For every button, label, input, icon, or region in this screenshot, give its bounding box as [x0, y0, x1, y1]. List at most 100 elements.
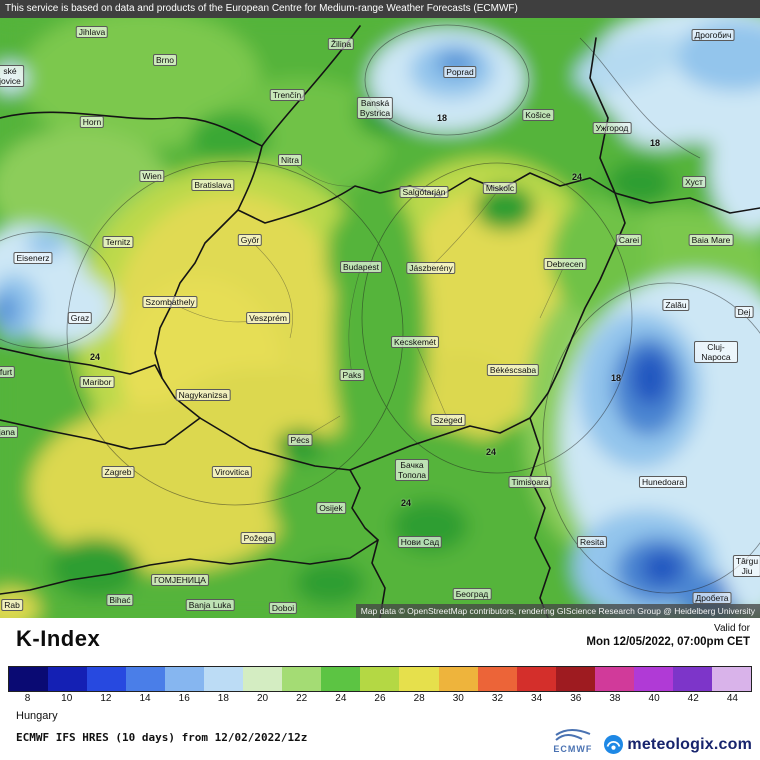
city-label: Békéscsaba [486, 364, 540, 376]
city-label: Paks [339, 369, 365, 381]
city-label: Miskolc [482, 182, 518, 194]
city-label: Београд [452, 588, 492, 600]
scale-swatch [516, 667, 556, 691]
ecmwf-icon [555, 729, 591, 741]
city-label: Doboi [268, 602, 298, 614]
city-label: Ужгород [592, 122, 632, 134]
city-label: Нови Сад [397, 536, 443, 548]
valid-time-block: Valid for Mon 12/05/2022, 07:00pm CET [586, 623, 750, 648]
scale-number: 38 [609, 693, 621, 704]
city-label: Salgótarján [399, 186, 449, 198]
city-label: furt [0, 366, 16, 378]
city-label: Graz [67, 312, 93, 324]
meteologix-label: meteologix.com [627, 735, 752, 753]
city-label: ГОМЈЕНИЦА [151, 574, 209, 586]
city-label: Хуст [682, 176, 706, 188]
city-label: Budapest [340, 261, 382, 273]
city-label: Timisoara [508, 476, 552, 488]
scale-number: 22 [296, 693, 308, 704]
city-label: Košice [522, 109, 554, 121]
city-label: Carei [615, 234, 643, 246]
city-label: Požega [240, 532, 276, 544]
scale-number: 40 [648, 693, 660, 704]
region-label: Hungary [16, 710, 58, 722]
scale-number: 14 [139, 693, 151, 704]
meteologix-logo[interactable]: meteologix.com [604, 735, 752, 754]
city-label: Horn [79, 116, 105, 128]
city-label: Maribor [79, 376, 115, 388]
city-label: Hunedoara [638, 476, 688, 488]
scale-swatch [399, 667, 439, 691]
scale-number: 26 [374, 693, 386, 704]
scale-number: 36 [570, 693, 582, 704]
map-field-svg [0, 18, 760, 618]
city-label: Rab [1, 599, 23, 611]
city-label: Győr [237, 234, 263, 246]
city-label: Nitra [278, 154, 302, 166]
scale-number: 16 [178, 693, 190, 704]
city-label: Žilina [327, 38, 355, 50]
scale-swatch [48, 667, 88, 691]
contour-label: 18 [436, 113, 448, 123]
scale-swatch [126, 667, 166, 691]
city-label: Eisenerz [13, 252, 53, 264]
valid-time: Mon 12/05/2022, 07:00pm CET [586, 636, 750, 648]
city-label: Banská Bystrica [356, 97, 394, 119]
scale-number: 24 [335, 693, 347, 704]
scale-swatch [555, 667, 595, 691]
city-label: Kecskemét [390, 336, 440, 348]
scale-swatch [633, 667, 673, 691]
city-label: Brno [153, 54, 177, 66]
city-label: Trenčín [269, 89, 305, 101]
scale-swatch [477, 667, 517, 691]
city-label: ljana [0, 426, 18, 438]
city-label: Zagreb [101, 466, 135, 478]
scale-swatch [594, 667, 634, 691]
city-label: Pécs [287, 434, 313, 446]
city-label: Jászberény [406, 262, 456, 274]
city-label: Szeged [430, 414, 466, 426]
contour-label: 24 [400, 498, 412, 508]
city-label: Bihać [106, 594, 134, 606]
city-label: Veszprém [246, 312, 290, 324]
city-label: Bratislava [191, 179, 235, 191]
contour-label: 18 [649, 138, 661, 148]
branding-block: ECMWF meteologix.com [553, 727, 752, 754]
city-label: Virovitica [211, 466, 253, 478]
scale-swatch [711, 667, 751, 691]
city-label: Dej [734, 306, 754, 318]
weather-map: 18 24 18 24 18 24 24 Jihlava Brno ské jovice Žili… [0, 18, 760, 618]
city-label: Jihlava [75, 26, 109, 38]
scale-number: 32 [491, 693, 504, 704]
scale-swatch [87, 667, 127, 691]
scale-swatch [282, 667, 322, 691]
city-label: Бачка Топола [394, 459, 430, 481]
meteologix-icon [604, 735, 624, 754]
city-label: Baia Mare [688, 234, 734, 246]
city-label: Zalău [662, 299, 690, 311]
city-label: Szombathely [142, 296, 198, 308]
scale-swatch [321, 667, 361, 691]
city-label: Banja Luka [185, 599, 235, 611]
scale-swatch [438, 667, 478, 691]
city-label: Poprad [443, 66, 477, 78]
city-label: Cluj-Napoca [694, 341, 738, 363]
service-banner: This service is based on data and produc… [0, 0, 760, 18]
scale-swatch [204, 667, 244, 691]
scale-number: 18 [217, 693, 229, 704]
model-info: ECMWF IFS HRES (10 days) from 12/02/2022… [16, 731, 308, 744]
city-label: Wien [139, 170, 165, 182]
contour-label: 24 [89, 352, 101, 362]
city-label: Ternitz [102, 236, 134, 248]
city-label: ské jovice [0, 65, 24, 87]
scale-number: 28 [413, 693, 425, 704]
contour-label: 24 [485, 447, 497, 457]
ecmwf-logo[interactable]: ECMWF [553, 727, 592, 754]
valid-for-label: Valid for [714, 623, 750, 634]
page-title: K-Index [16, 626, 101, 651]
scale-swatch [243, 667, 283, 691]
color-scale-bar [8, 666, 752, 692]
scale-number: 8 [24, 693, 31, 704]
legend-footer: K-Index Valid for Mon 12/05/2022, 07:00p… [0, 618, 760, 760]
